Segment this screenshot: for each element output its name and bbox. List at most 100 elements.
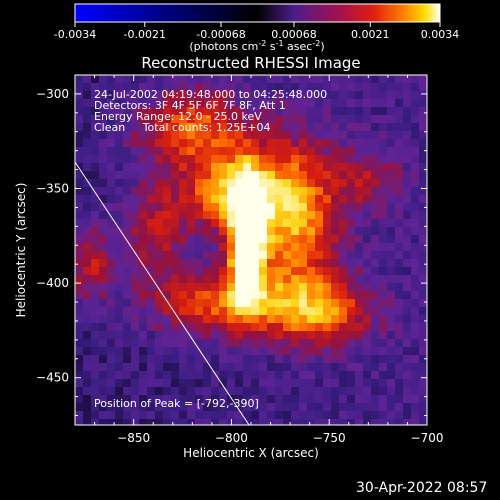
heatmap-pixel	[323, 299, 332, 308]
heatmap-pixel	[315, 107, 324, 116]
heatmap-pixel	[283, 131, 292, 140]
heatmap-pixel	[259, 155, 268, 164]
heatmap-pixel	[339, 331, 348, 340]
heatmap-pixel	[131, 139, 140, 148]
heatmap-pixel	[363, 219, 372, 228]
heatmap-pixel	[83, 163, 92, 172]
heatmap-pixel	[171, 235, 180, 244]
heatmap-pixel	[299, 347, 308, 356]
heatmap-pixel	[251, 195, 260, 204]
heatmap-pixel	[123, 83, 132, 92]
heatmap-pixel	[371, 291, 380, 300]
heatmap-pixel	[379, 347, 388, 356]
heatmap-pixel	[323, 139, 332, 148]
heatmap-pixel	[219, 227, 228, 236]
heatmap-pixel	[307, 211, 316, 220]
heatmap-pixel	[147, 323, 156, 332]
heatmap-pixel	[323, 155, 332, 164]
heatmap-pixel	[195, 147, 204, 156]
heatmap-pixel	[75, 139, 84, 148]
heatmap-pixel	[419, 163, 427, 172]
heatmap-pixel	[299, 331, 308, 340]
heatmap-pixel	[299, 275, 308, 284]
heatmap-pixel	[371, 371, 380, 380]
heatmap-pixel	[131, 179, 140, 188]
heatmap-pixel	[363, 299, 372, 308]
heatmap-pixel	[403, 243, 412, 252]
heatmap-pixel	[283, 275, 292, 284]
heatmap-pixel	[371, 339, 380, 348]
heatmap-pixel	[403, 123, 412, 132]
heatmap-pixel	[187, 123, 196, 132]
heatmap-pixel	[107, 75, 116, 84]
heatmap-pixel	[83, 387, 92, 396]
heatmap-pixel	[411, 411, 420, 420]
heatmap-pixel	[403, 203, 412, 212]
heatmap-pixel	[347, 163, 356, 172]
heatmap-pixel	[211, 195, 220, 204]
heatmap-pixel	[235, 267, 244, 276]
heatmap-pixel	[171, 363, 180, 372]
heatmap-pixel	[331, 131, 340, 140]
heatmap-pixel	[163, 363, 172, 372]
heatmap-pixel	[171, 155, 180, 164]
heatmap-pixel	[379, 123, 388, 132]
heatmap-pixel	[331, 179, 340, 188]
heatmap-pixel	[155, 139, 164, 148]
heatmap-pixel	[171, 283, 180, 292]
heatmap-pixel	[163, 115, 172, 124]
heatmap-pixel	[195, 283, 204, 292]
heatmap-pixel	[147, 147, 156, 156]
heatmap-pixel	[395, 283, 404, 292]
heatmap-pixel	[211, 371, 220, 380]
heatmap-pixel	[155, 291, 164, 300]
heatmap-pixel	[323, 83, 332, 92]
heatmap-pixel	[347, 299, 356, 308]
heatmap-pixel	[371, 387, 380, 396]
heatmap-pixel	[291, 131, 300, 140]
heatmap-pixel	[75, 379, 84, 388]
heatmap-pixel	[379, 91, 388, 100]
heatmap-pixel	[123, 323, 132, 332]
heatmap-pixel	[139, 83, 148, 92]
heatmap-pixel	[315, 203, 324, 212]
heatmap-pixel	[163, 195, 172, 204]
heatmap-pixel	[131, 291, 140, 300]
heatmap-pixel	[411, 155, 420, 164]
heatmap-pixel	[347, 371, 356, 380]
heatmap-pixel	[371, 155, 380, 164]
heatmap-pixel	[355, 179, 364, 188]
heatmap-pixel	[115, 147, 124, 156]
heatmap-pixel	[115, 283, 124, 292]
heatmap-pixel	[91, 243, 100, 252]
heatmap-pixel	[187, 267, 196, 276]
heatmap-pixel	[123, 299, 132, 308]
heatmap-pixel	[291, 251, 300, 260]
heatmap-pixel	[243, 283, 252, 292]
heatmap-pixel	[267, 211, 276, 220]
heatmap-pixel	[315, 307, 324, 316]
heatmap-pixel	[187, 395, 196, 404]
heatmap-pixel	[379, 83, 388, 92]
heatmap-pixel	[139, 107, 148, 116]
heatmap-pixel	[235, 411, 244, 420]
heatmap-pixel	[243, 195, 252, 204]
heatmap-pixel	[171, 139, 180, 148]
heatmap-pixel	[307, 243, 316, 252]
heatmap-pixel	[251, 363, 260, 372]
heatmap-pixel	[163, 411, 172, 420]
heatmap-pixel	[419, 363, 427, 372]
heatmap-pixel	[91, 171, 100, 180]
heatmap-pixel	[395, 147, 404, 156]
heatmap-pixel	[259, 395, 268, 404]
heatmap-pixel	[243, 211, 252, 220]
heatmap-pixel	[187, 323, 196, 332]
heatmap-pixel	[203, 283, 212, 292]
heatmap-pixel	[283, 195, 292, 204]
heatmap-pixel	[339, 403, 348, 412]
heatmap-pixel	[387, 275, 396, 284]
heatmap-pixel	[91, 307, 100, 316]
heatmap-pixel	[107, 99, 116, 108]
heatmap-pixel	[371, 331, 380, 340]
heatmap-pixel	[315, 227, 324, 236]
